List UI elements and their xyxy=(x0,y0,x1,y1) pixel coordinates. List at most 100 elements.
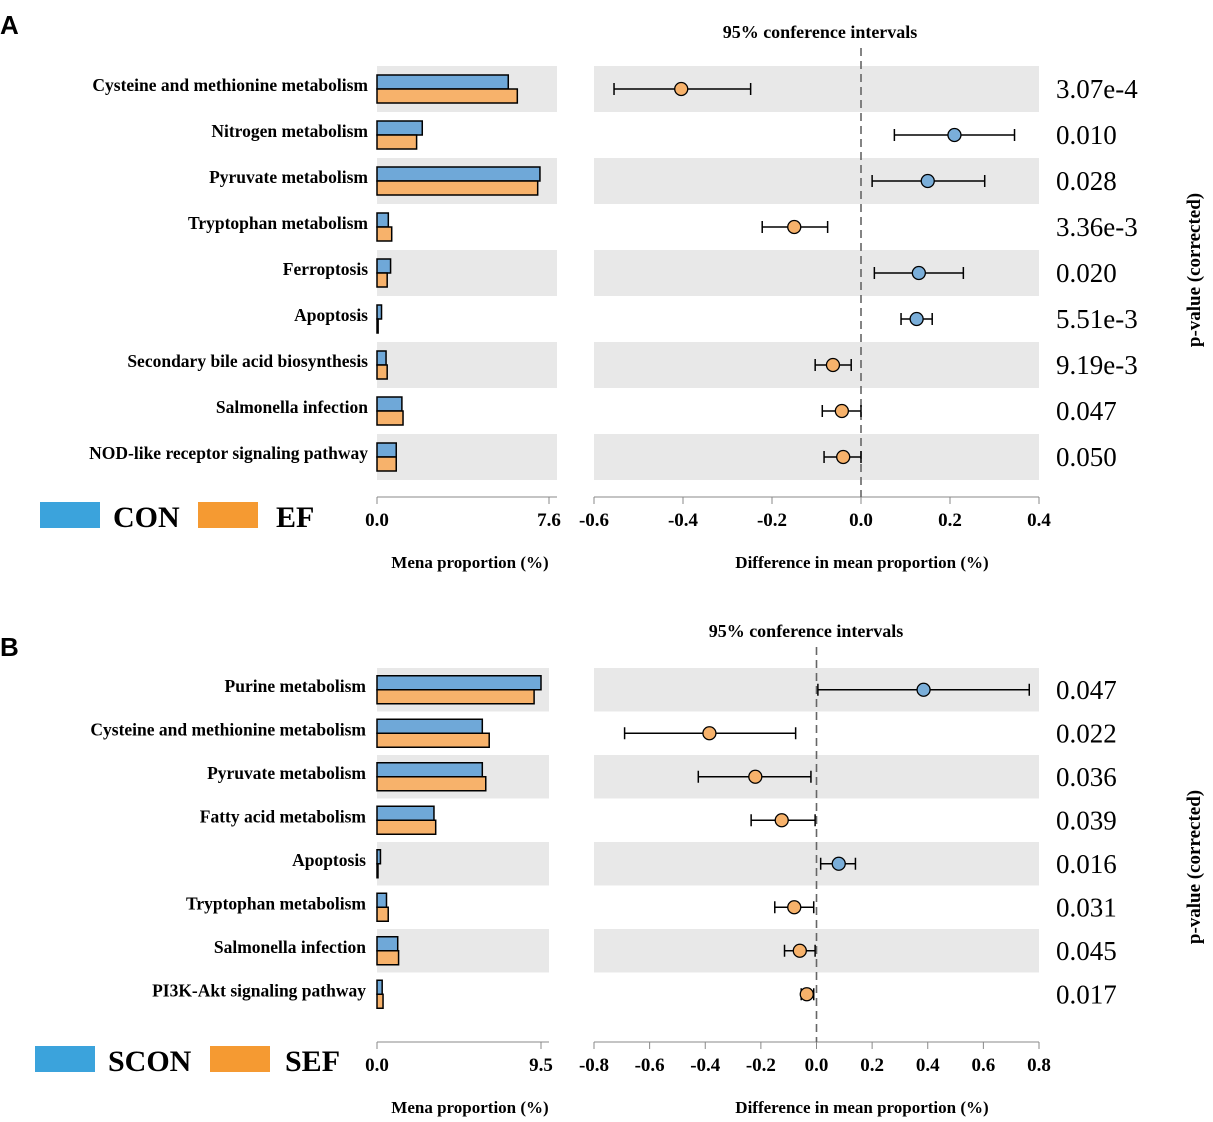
p-value: 0.036 xyxy=(1056,762,1117,792)
mean-difference-point xyxy=(909,311,924,327)
p-value: 0.020 xyxy=(1056,258,1117,288)
diff-axis-tick-label: -0.2 xyxy=(746,1055,776,1076)
panel-label: A xyxy=(0,10,19,40)
mean-difference-point xyxy=(748,769,763,784)
bar-ef xyxy=(376,364,388,380)
ci-title: 95% conference intervals xyxy=(723,22,918,42)
bar-row-shade xyxy=(377,434,557,480)
legend-swatch-ef xyxy=(198,502,258,528)
mean-difference-point xyxy=(774,813,789,828)
mean-difference-point xyxy=(825,357,841,373)
p-value: 3.07e-4 xyxy=(1056,74,1138,104)
p-value: 0.028 xyxy=(1056,166,1117,196)
bar-axis-tick-label: 0.0 xyxy=(365,1055,389,1076)
category-label: Pyruvate metabolism xyxy=(209,167,368,187)
bar-scon xyxy=(376,762,484,778)
bar-con xyxy=(376,212,390,228)
bar-ef xyxy=(376,88,519,104)
bar-scon xyxy=(376,849,382,865)
p-value: 5.51e-3 xyxy=(1056,304,1138,334)
bar-ef xyxy=(376,410,404,426)
bar-con xyxy=(376,74,510,90)
mean-difference-point xyxy=(916,682,931,697)
diff-axis-tick-label: -0.2 xyxy=(757,510,787,531)
ci-title: 95% conference intervals xyxy=(709,621,904,641)
bar-sef xyxy=(376,819,437,835)
bar-scon xyxy=(376,892,388,908)
bar-con xyxy=(376,258,392,274)
diff-axis-tick-label: -0.4 xyxy=(668,510,699,531)
p-value-axis-label: p-value (corrected) xyxy=(1184,790,1205,944)
bar-row-shade xyxy=(377,929,549,973)
diff-axis-tick-label: 0.2 xyxy=(938,510,962,531)
bar-row-shade xyxy=(377,250,557,296)
bar-sef xyxy=(376,950,400,966)
p-value: 0.016 xyxy=(1056,849,1117,879)
category-label: Purine metabolism xyxy=(225,676,367,696)
panel-label: B xyxy=(0,632,19,662)
mean-difference-point xyxy=(831,856,846,871)
category-label: Tryptophan metabolism xyxy=(186,893,366,913)
bar-scon xyxy=(376,675,542,691)
p-value: 3.36e-3 xyxy=(1056,212,1138,242)
mean-difference-point xyxy=(674,81,689,97)
panel-b: B 95% conference intervals Purine metaboli… xyxy=(0,621,1205,1117)
bar-axis-label: Mena proportion (%) xyxy=(391,1098,548,1117)
p-value: 0.022 xyxy=(1056,718,1117,748)
bar-axis-tick-label: 7.6 xyxy=(537,510,561,531)
mean-difference-point xyxy=(947,127,962,143)
diff-axis-tick-label: -0.4 xyxy=(690,1055,721,1076)
category-label: Cysteine and methionine metabolism xyxy=(90,719,366,739)
diff-axis-label: Difference in mean proportion (%) xyxy=(735,553,988,572)
category-label: PI3K-Akt signaling pathway xyxy=(152,980,366,1000)
mean-difference-point xyxy=(787,900,802,915)
mean-difference-point xyxy=(836,449,851,465)
diff-axis-tick-label: 0.2 xyxy=(860,1055,884,1076)
legend-label-con: CON xyxy=(113,501,180,534)
bar-scon xyxy=(376,979,383,995)
bar-con xyxy=(376,166,541,182)
p-value: 0.045 xyxy=(1056,936,1117,966)
diff-axis-tick-label: 0.6 xyxy=(972,1055,996,1076)
bar-sef xyxy=(376,732,490,748)
p-value: 0.050 xyxy=(1056,442,1117,472)
legend-label-scon: SCON xyxy=(108,1045,192,1078)
diff-axis-tick-label: 0.0 xyxy=(805,1055,829,1076)
legend-swatch-sef xyxy=(210,1046,270,1072)
bar-sef xyxy=(376,993,384,1009)
legend-label-ef: EF xyxy=(276,501,314,534)
p-value: 0.010 xyxy=(1056,120,1117,150)
category-label: Tryptophan metabolism xyxy=(188,213,368,233)
bar-sef xyxy=(376,906,389,922)
bar-row-shade xyxy=(377,342,557,388)
diff-axis-tick-label: -0.6 xyxy=(635,1055,665,1076)
legend-swatch-con xyxy=(40,502,100,528)
category-label: NOD-like receptor signaling pathway xyxy=(89,443,368,463)
bar-sef xyxy=(376,689,535,705)
diff-axis-tick-label: -0.8 xyxy=(579,1055,609,1076)
bar-axis-label: Mena proportion (%) xyxy=(391,553,548,572)
bar-con xyxy=(376,396,403,412)
p-value: 0.017 xyxy=(1056,979,1117,1009)
category-label: Apoptosis xyxy=(294,305,368,325)
category-label: Ferroptosis xyxy=(283,259,368,279)
bar-scon xyxy=(376,936,399,952)
bar-ef xyxy=(376,180,539,196)
p-value-axis-label: p-value (corrected) xyxy=(1184,193,1205,347)
p-value: 0.047 xyxy=(1056,675,1117,705)
bar-scon xyxy=(376,805,435,821)
category-label: Salmonella infection xyxy=(214,937,366,957)
mean-difference-point xyxy=(920,173,935,189)
panel-a: A 95% conference intervals Cysteine and me… xyxy=(0,10,1205,572)
bar-con xyxy=(376,120,424,136)
bar-ef xyxy=(376,134,418,150)
category-label: Secondary bile acid biosynthesis xyxy=(127,351,368,371)
diff-axis-tick-label: 0.4 xyxy=(916,1055,940,1076)
mean-difference-point xyxy=(792,943,807,958)
mean-difference-point xyxy=(787,219,802,235)
p-value: 0.047 xyxy=(1056,396,1117,426)
legend-swatch-scon xyxy=(35,1046,95,1072)
bar-con xyxy=(376,442,397,458)
bar-ef xyxy=(376,272,388,288)
category-label: Pyruvate metabolism xyxy=(207,763,366,783)
